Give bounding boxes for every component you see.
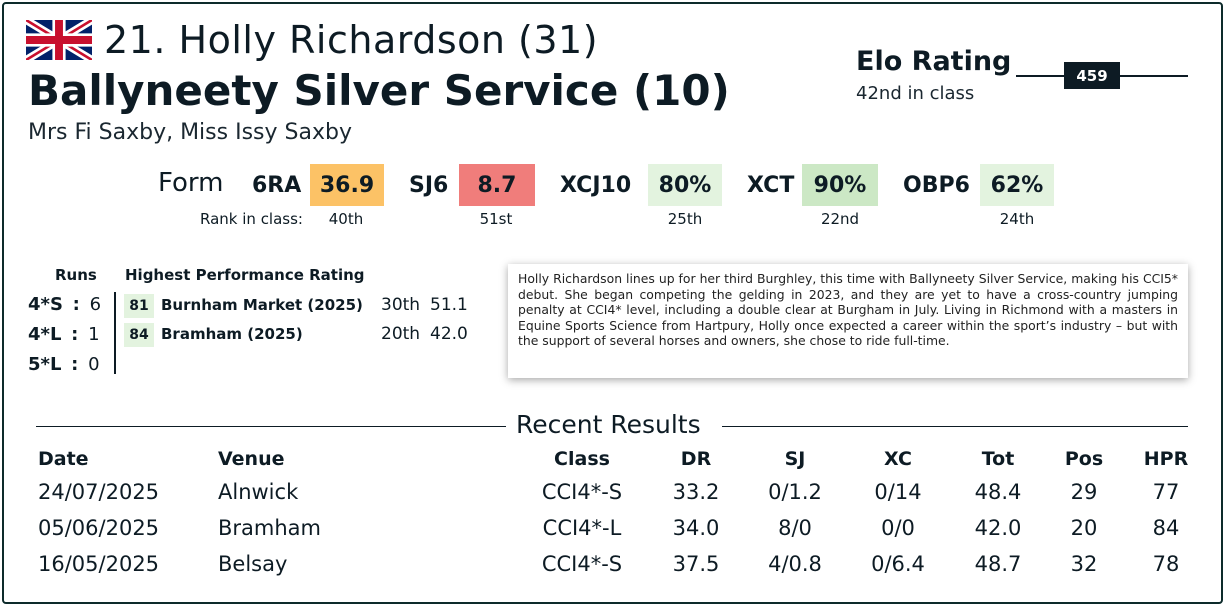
cell-venue: Bramham	[218, 516, 322, 540]
hpr-rating: 81	[124, 294, 154, 318]
form-metric-rank: 40th	[328, 210, 364, 228]
form-metric-value: 8.7	[459, 164, 535, 206]
elo-value: 459	[1064, 62, 1120, 89]
form-metric-rank: 25th	[667, 210, 703, 228]
rank-in-class-label: Rank in class:	[200, 210, 303, 228]
run-count: 1	[88, 324, 100, 345]
results-rule-right	[722, 426, 1188, 427]
elo-title: Elo Rating	[856, 46, 1012, 77]
cell-date: 05/06/2025	[38, 516, 160, 540]
cell-class: CCI4*-L	[542, 516, 622, 540]
form-metric-label: 6RA	[252, 172, 302, 198]
cell-sj: 8/0	[778, 516, 812, 540]
results-title: Recent Results	[516, 410, 701, 439]
cell-venue: Belsay	[218, 552, 288, 576]
cell-hpr: 77	[1152, 480, 1180, 504]
form-metric-value: 90%	[802, 164, 878, 206]
cell-xc: 0/14	[874, 480, 922, 504]
runs-row: 5*L : 0	[28, 354, 100, 375]
form-metric-value: 36.9	[310, 164, 384, 206]
form-metric-value: 80%	[648, 164, 722, 206]
run-count: 0	[88, 354, 100, 375]
runs-row: 4*S : 6	[28, 294, 101, 315]
col-header-pos: Pos	[1064, 448, 1104, 470]
cell-class: CCI4*-S	[541, 552, 623, 576]
col-header-venue: Venue	[218, 448, 285, 470]
cell-dr: 37.5	[672, 552, 720, 576]
rider-bio: Holly Richardson lines up for her third …	[508, 264, 1188, 378]
hpr-header: Highest Performance Rating	[125, 266, 365, 284]
cell-pos: 32	[1070, 552, 1098, 576]
cell-xc: 0/6.4	[871, 552, 925, 576]
col-header-dr: DR	[680, 448, 712, 470]
form-metric-label: XCT	[747, 172, 795, 198]
cell-sj: 0/1.2	[768, 480, 822, 504]
horse-name: Ballyneety Silver Service (10)	[28, 66, 730, 115]
form-metric-label: OBP6	[903, 172, 970, 198]
runs-divider	[114, 292, 116, 374]
cell-tot: 48.4	[974, 480, 1022, 504]
col-header-date: Date	[38, 448, 89, 470]
col-header-xc: XC	[884, 448, 912, 470]
run-level: 4*L	[28, 324, 62, 345]
form-metric-label: SJ6	[409, 172, 449, 198]
elo-class-rank: 42nd in class	[856, 83, 975, 104]
run-level: 4*S	[28, 294, 63, 315]
run-level: 5*L	[28, 354, 62, 375]
run-count: 6	[89, 294, 102, 315]
form-metric-value: 62%	[980, 164, 1054, 206]
cell-date: 24/07/2025	[38, 480, 160, 504]
cell-dr: 34.0	[672, 516, 720, 540]
hpr-score: 42.0	[430, 324, 468, 344]
runs-header: Runs	[55, 266, 97, 284]
cell-class: CCI4*-S	[541, 480, 623, 504]
cell-hpr: 84	[1152, 516, 1180, 540]
cell-pos: 20	[1070, 516, 1098, 540]
cell-sj: 4/0.8	[768, 552, 822, 576]
cell-xc: 0/0	[881, 516, 915, 540]
form-metric-rank: 24th	[999, 210, 1035, 228]
col-header-class: Class	[554, 448, 610, 470]
run-sep: :	[72, 294, 80, 315]
hpr-event: Bramham (2025)	[161, 325, 303, 343]
cell-date: 16/05/2025	[38, 552, 160, 576]
col-header-hpr: HPR	[1143, 448, 1189, 470]
cell-tot: 48.7	[974, 552, 1022, 576]
col-header-tot: Tot	[981, 448, 1015, 470]
cell-tot: 42.0	[974, 516, 1022, 540]
col-header-sj: SJ	[784, 448, 806, 470]
cell-dr: 33.2	[672, 480, 720, 504]
cell-venue: Alnwick	[218, 480, 299, 504]
hpr-rating: 84	[124, 323, 154, 347]
run-sep: :	[71, 324, 79, 345]
form-label: Form	[158, 168, 224, 198]
run-sep: :	[71, 354, 79, 375]
hpr-position: 30th	[381, 295, 421, 315]
hpr-position: 20th	[381, 324, 421, 344]
cell-pos: 29	[1070, 480, 1098, 504]
runs-row: 4*L : 1	[28, 324, 100, 345]
form-metric-rank: 51st	[479, 210, 513, 228]
form-metric-rank: 22nd	[820, 210, 860, 228]
hpr-score: 51.1	[430, 295, 468, 315]
rider-name: 21. Holly Richardson (31)	[104, 18, 599, 62]
uk-flag-icon	[26, 20, 92, 60]
owners: Mrs Fi Saxby, Miss Issy Saxby	[28, 120, 352, 145]
results-rule-left	[36, 426, 506, 427]
cell-hpr: 78	[1152, 552, 1180, 576]
form-metric-label: XCJ10	[560, 172, 632, 198]
hpr-event: Burnham Market (2025)	[161, 296, 363, 314]
